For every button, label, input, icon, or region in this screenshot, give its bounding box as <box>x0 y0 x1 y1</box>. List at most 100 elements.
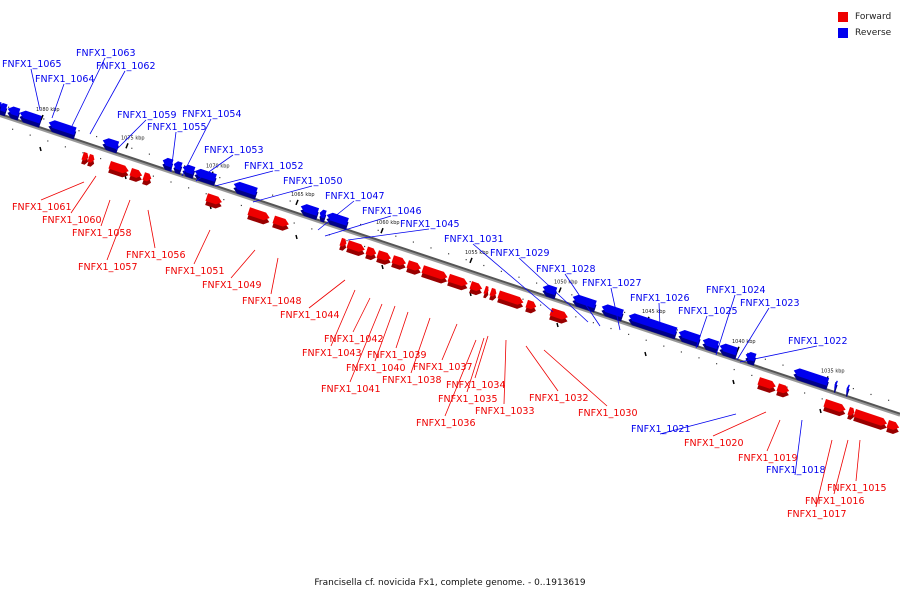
gene-body <box>421 265 448 280</box>
tick-mark <box>558 287 562 293</box>
minor-tick <box>716 363 718 365</box>
minor-tick <box>483 264 485 267</box>
minor-tick <box>364 245 366 248</box>
gene-glyph <box>886 420 900 435</box>
gene-label: FNFX1_1039 <box>367 350 427 361</box>
gene-body <box>19 110 42 124</box>
gene-label: FNFX1_1034 <box>446 380 506 391</box>
tick-label: 1060 kbp <box>376 220 400 226</box>
gene-glyph <box>702 338 720 354</box>
minor-tick <box>628 333 630 335</box>
leader-line <box>441 323 458 361</box>
gene-label: FNFX1_1043 <box>302 348 362 359</box>
leader-line <box>525 345 559 392</box>
leader-line <box>195 154 234 182</box>
minor-tick <box>82 152 84 154</box>
gene-glyph <box>823 399 846 417</box>
tick-mark <box>819 408 822 414</box>
leader-line <box>70 175 97 214</box>
gene-label: FNFX1_1035 <box>438 394 498 405</box>
gene-body <box>365 246 377 257</box>
leader-line <box>100 199 111 227</box>
gene-body <box>272 215 289 227</box>
gene-glyph <box>391 255 407 270</box>
gene-glyph <box>469 281 483 296</box>
gene-label: FNFX1_1060 <box>42 215 102 226</box>
gene-glyph <box>549 307 568 324</box>
tick-label: 1065 kbp <box>291 192 315 198</box>
gene-glyph <box>247 207 270 225</box>
tick-mark <box>380 227 384 234</box>
minor-tick <box>395 235 397 237</box>
gene-body <box>319 209 327 219</box>
leader-line <box>503 339 507 405</box>
gene-label: FNFX1_1056 <box>126 250 186 261</box>
reverse-swatch <box>838 28 848 38</box>
gene-label: FNFX1_1061 <box>12 202 72 213</box>
minor-tick <box>360 223 362 226</box>
minor-tick <box>377 229 379 231</box>
map-caption: Francisella cf. novicida Fx1, complete g… <box>314 578 586 588</box>
gene-body <box>823 399 846 413</box>
gene-label: FNFX1_1019 <box>738 453 798 464</box>
gene-label: FNFX1_1041 <box>321 384 381 395</box>
leader-line <box>564 273 601 327</box>
gene-body <box>846 384 850 393</box>
leader-line <box>89 70 126 135</box>
minor-tick <box>148 153 150 155</box>
gene-label: FNFX1_1037 <box>413 362 473 373</box>
leader-line <box>230 249 256 279</box>
gene-shadow <box>845 388 850 397</box>
minor-tick <box>747 352 749 355</box>
gene-glyph <box>19 110 42 128</box>
gene-glyph <box>108 160 129 178</box>
gene-label: FNFX1_1020 <box>684 438 744 449</box>
gene-body <box>549 307 568 320</box>
gene-glyph <box>601 304 624 322</box>
gene-body <box>757 377 776 389</box>
gene-body <box>572 294 597 309</box>
minor-tick <box>293 222 295 224</box>
minor-tick <box>96 135 98 138</box>
leader-line <box>317 200 355 231</box>
tick-mark <box>644 351 647 357</box>
minor-tick <box>852 387 854 390</box>
gene-body <box>886 420 900 430</box>
gene-body <box>542 284 558 296</box>
leader-line <box>349 303 383 383</box>
tick-label: 1035 kbp <box>821 368 845 374</box>
gene-label: FNFX1_1064 <box>35 74 95 85</box>
gene-label: FNFX1_1021 <box>631 424 691 435</box>
gene-body <box>483 285 489 295</box>
minor-tick <box>448 253 450 255</box>
gene-body <box>469 281 483 292</box>
gene-body <box>702 338 720 350</box>
minor-tick <box>522 298 524 300</box>
gene-label: FNFX1_1065 <box>2 59 62 70</box>
gene-glyph <box>406 260 422 275</box>
gene-label: FNFX1_1025 <box>678 306 738 317</box>
gene-body <box>391 255 407 266</box>
gene-glyph <box>173 161 183 175</box>
leader-line <box>518 257 589 323</box>
leader-line <box>308 279 346 309</box>
gene-label: FNFX1_1063 <box>76 48 136 59</box>
minor-tick <box>540 304 542 306</box>
gene-label: FNFX1_1030 <box>578 408 638 419</box>
minor-tick <box>412 241 414 243</box>
tick-label: 1070 kbp <box>206 164 230 170</box>
minor-tick <box>888 399 890 401</box>
legend: Forward Reverse <box>838 9 891 41</box>
legend-reverse-label: Reverse <box>855 28 892 38</box>
leader-line <box>543 349 608 407</box>
minor-tick <box>47 140 49 142</box>
gene-label: FNFX1_1053 <box>204 145 264 156</box>
gene-label: FNFX1_1057 <box>78 262 138 273</box>
gene-body <box>406 260 422 271</box>
leader-line <box>410 317 431 374</box>
gene-body <box>81 151 89 161</box>
minor-tick <box>188 187 190 189</box>
gene-body <box>678 330 701 343</box>
leader-line <box>712 411 767 437</box>
leader-line <box>324 215 392 237</box>
